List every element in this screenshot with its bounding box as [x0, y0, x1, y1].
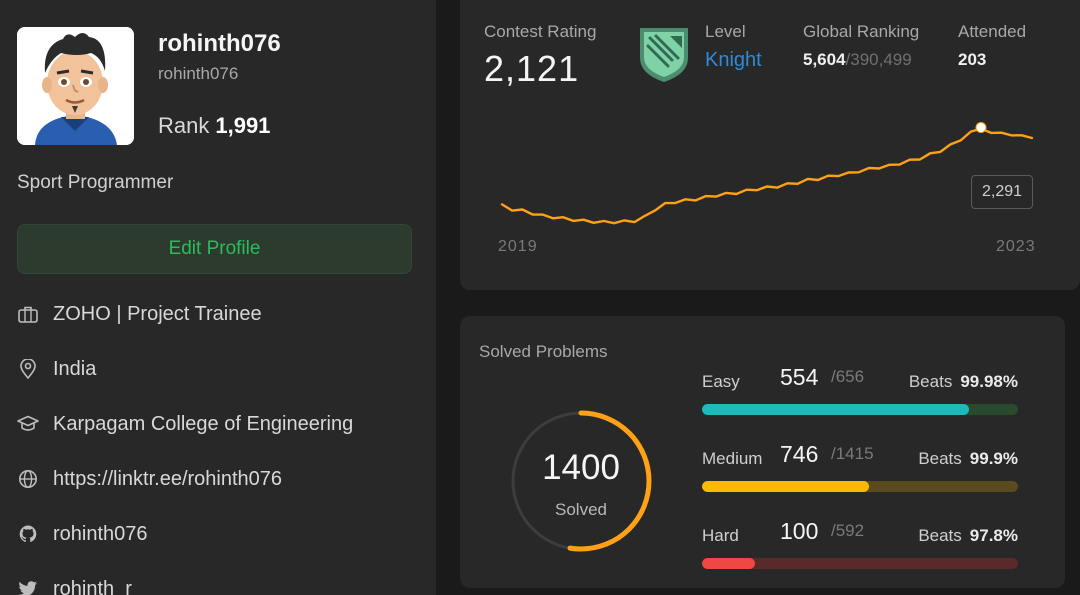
contest-rating-value: 2,121: [484, 48, 580, 89]
difficulty-easy[interactable]: Easy 554 /656 Beats 99.98%: [702, 364, 1018, 424]
solved-progress-ring[interactable]: [508, 408, 654, 554]
info-row-github[interactable]: rohinth076: [17, 510, 417, 558]
hard-beats: Beats 97.8%: [918, 526, 1018, 546]
hard-count: 100: [780, 518, 819, 544]
hard-total: /592: [831, 521, 865, 540]
briefcase-icon: [17, 303, 39, 325]
rank-label: Rank: [158, 113, 210, 138]
avatar-illustration: [17, 27, 134, 145]
about-text: Sport Programmer: [17, 172, 174, 193]
info-row-twitter[interactable]: rohinth_r: [17, 565, 417, 595]
easy-beats-label: Beats: [908, 372, 953, 391]
global-ranking-label: Global Ranking: [803, 22, 920, 41]
hard-progress-fill: [702, 558, 756, 569]
rating-line-chart[interactable]: [460, 0, 1080, 290]
attended-label: Attended: [958, 22, 1027, 41]
avatar[interactable]: [17, 27, 134, 145]
globe-icon: [17, 468, 39, 490]
medium-total: /1415: [831, 444, 874, 463]
attended-value: 203: [958, 50, 987, 69]
medium-count: 746: [780, 441, 819, 467]
info-row-school: Karpagam College of Engineering: [17, 400, 417, 448]
info-twitter-text[interactable]: rohinth_r: [53, 577, 132, 595]
info-row-website[interactable]: https://linktr.ee/rohinth076: [17, 455, 417, 503]
rating-tooltip: 2,291: [971, 175, 1033, 209]
medium-progress-track: [702, 481, 1018, 492]
username: rohinth076: [158, 30, 281, 57]
info-work-text: ZOHO | Project Trainee: [53, 302, 262, 325]
level-label: Level: [705, 22, 746, 41]
rating-highlight-point[interactable]: [975, 122, 987, 133]
medium-progress-fill: [702, 481, 869, 492]
global-ranking-value: 5,604/390,499: [803, 50, 912, 70]
medium-label: Medium: [702, 449, 763, 468]
easy-count: 554: [780, 364, 819, 390]
rank-value: 1,991: [215, 113, 271, 138]
easy-total: /656: [831, 367, 865, 386]
difficulty-hard[interactable]: Hard 100 /592 Beats 97.8%: [702, 518, 1018, 578]
info-row-work: ZOHO | Project Trainee: [17, 290, 417, 338]
info-github-text[interactable]: rohinth076: [53, 522, 148, 545]
hard-beats-label: Beats: [918, 526, 962, 545]
contest-rating-label: Contest Rating: [484, 22, 597, 41]
github-icon: [17, 523, 39, 545]
chart-end-year: 2023: [996, 238, 1036, 255]
edit-profile-button[interactable]: Edit Profile: [17, 224, 412, 274]
easy-label: Easy: [702, 372, 740, 391]
info-row-location: India: [17, 345, 417, 393]
info-location-text: India: [53, 357, 97, 380]
location-pin-icon: [17, 358, 39, 380]
info-website-link[interactable]: https://linktr.ee/rohinth076: [53, 467, 283, 490]
global-ranking-rank: 5,604: [803, 50, 846, 69]
hard-progress-track: [702, 558, 1018, 569]
chart-start-year: 2019: [498, 238, 538, 255]
info-school-text: Karpagam College of Engineering: [53, 412, 354, 435]
knight-badge-icon[interactable]: [636, 24, 692, 84]
medium-beats-label: Beats: [918, 449, 962, 468]
easy-progress-fill: [702, 404, 970, 415]
contest-rating-card: Contest Rating 2,121 Level Knight Global…: [460, 0, 1080, 290]
hard-label: Hard: [702, 526, 739, 545]
easy-beats: Beats 99.98%: [909, 372, 1018, 392]
easy-beats-value: 99.98%: [960, 372, 1018, 391]
medium-beats: Beats 99.9%: [918, 449, 1018, 469]
level-value: Knight: [705, 49, 762, 71]
solved-problems-title: Solved Problems: [479, 342, 608, 361]
hard-beats-value: 97.8%: [969, 526, 1018, 545]
solved-total-label: Solved: [555, 500, 607, 519]
profile-sidebar: rohinth076 rohinth076 Rank 1,991 Sport Pr…: [0, 0, 436, 595]
solved-progress-arc: [510, 410, 652, 552]
global-ranking-total: /390,499: [845, 50, 912, 69]
difficulty-medium[interactable]: Medium 746 /1415 Beats 99.9%: [702, 441, 1018, 501]
easy-progress-track: [702, 404, 1018, 415]
rank: Rank 1,991: [158, 113, 270, 139]
solved-problems-card: Solved Problems 1400 Solved Easy 554 /65…: [460, 316, 1065, 588]
graduation-cap-icon: [17, 413, 39, 435]
solved-total-count: 1400: [542, 448, 620, 487]
user-handle: rohinth076: [158, 64, 239, 83]
twitter-icon: [17, 578, 39, 595]
medium-beats-value: 99.9%: [969, 449, 1018, 468]
rating-line: [500, 127, 1034, 225]
